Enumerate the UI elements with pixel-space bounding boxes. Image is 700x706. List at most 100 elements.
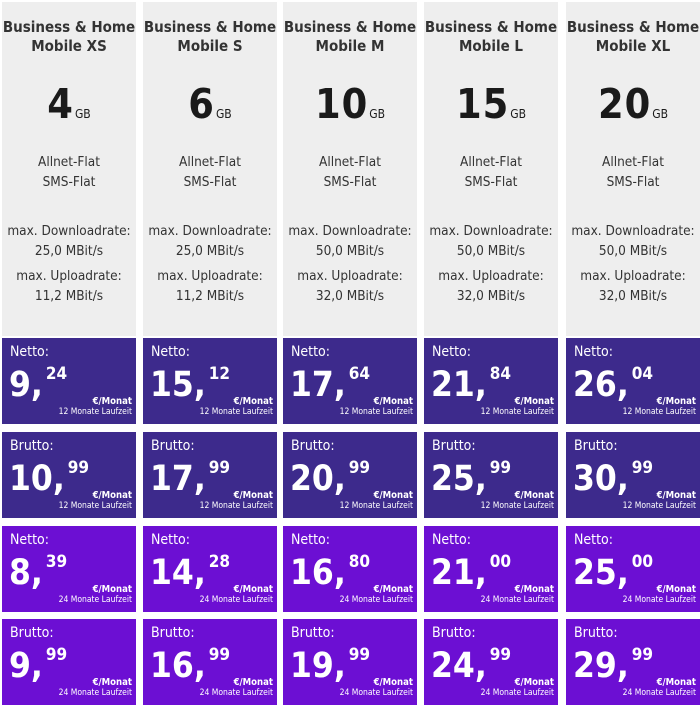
contract-term: 24 Monate Laufzeit (58, 595, 132, 605)
price-cents: 99 (67, 458, 90, 478)
brutto-price-box: Brutto: 10, 99 €/Monat 12 Monate Laufzeit (2, 432, 136, 518)
per-month-label: €/Monat (514, 490, 554, 501)
price-amount: 19, 99 (290, 643, 370, 689)
price-amount: 20, 99 (290, 456, 370, 502)
price-euros: 30, (573, 459, 629, 499)
price-amount: 8, 39 (9, 550, 67, 596)
data-volume: 6GB (143, 79, 277, 129)
feature-allnet-flat: Allnet-Flat (460, 154, 522, 170)
price-cents: 99 (631, 645, 654, 665)
netto-price-box: Netto: 14, 28 €/Monat 24 Monate Laufzeit (143, 526, 277, 612)
contract-term: 12 Monate Laufzeit (480, 407, 554, 417)
price-cents: 64 (348, 364, 371, 384)
per-month-label: €/Monat (373, 584, 413, 595)
price-type-label: Netto: (432, 532, 471, 548)
download-rate: max. Downloadrate: 50,0 MBit/s (424, 222, 558, 261)
price-type-label: Brutto: (574, 625, 618, 641)
price-type-label: Brutto: (10, 438, 54, 454)
price-cents: 28 (208, 552, 231, 572)
tariff-title: Business & Home Mobile S (143, 18, 277, 55)
upload-rate-value: 32,0 MBit/s (598, 287, 668, 304)
data-volume-value: 6 (188, 80, 215, 128)
price-cents: 99 (348, 458, 371, 478)
price-cents: 99 (208, 458, 231, 478)
contract-term: 24 Monate Laufzeit (199, 595, 273, 605)
price-euros: 8, (9, 553, 43, 593)
price-amount: 21, 00 (431, 550, 511, 596)
tariff-title: Business & Home Mobile M (283, 18, 417, 55)
price-cents: 00 (489, 552, 512, 572)
feature-list: Allnet-Flat SMS-Flat (566, 153, 700, 192)
price-cents: 99 (631, 458, 654, 478)
brutto-price-box: Brutto: 25, 99 €/Monat 12 Monate Laufzeit (424, 432, 558, 518)
upload-rate: max. Uploadrate: 32,0 MBit/s (424, 267, 558, 306)
price-amount: 14, 28 (150, 550, 230, 596)
download-rate: max. Downloadrate: 25,0 MBit/s (2, 222, 136, 261)
per-month-label: €/Monat (656, 677, 696, 688)
download-rate-label: max. Downloadrate: (571, 223, 695, 239)
data-volume-unit: GB (74, 107, 91, 121)
upload-rate: max. Uploadrate: 11,2 MBit/s (143, 267, 277, 306)
price-type-label: Netto: (291, 532, 330, 548)
tariff-header: Business & Home Mobile XL 20GB Allnet-Flat… (566, 2, 700, 336)
upload-rate-value: 32,0 MBit/s (456, 287, 526, 304)
price-type-label: Brutto: (151, 625, 195, 641)
per-month-label: €/Monat (514, 584, 554, 595)
per-month-label: €/Monat (233, 490, 273, 501)
price-type-label: Netto: (432, 344, 471, 360)
price-amount: 15, 12 (150, 362, 230, 408)
price-amount: 29, 99 (573, 643, 653, 689)
price-amount: 24, 99 (431, 643, 511, 689)
brutto-price-box: Brutto: 9, 99 €/Monat 24 Monate Laufzeit (2, 619, 136, 705)
data-volume-unit: GB (652, 107, 669, 121)
price-cents: 24 (45, 364, 68, 384)
price-amount: 25, 99 (431, 456, 511, 502)
upload-rate-value: 11,2 MBit/s (175, 287, 245, 304)
price-amount: 21, 84 (431, 362, 511, 408)
price-type-label: Netto: (10, 344, 49, 360)
contract-term: 24 Monate Laufzeit (199, 688, 273, 698)
price-cents: 84 (489, 364, 512, 384)
download-rate-value: 25,0 MBit/s (175, 242, 245, 259)
feature-list: Allnet-Flat SMS-Flat (2, 153, 136, 192)
contract-term: 12 Monate Laufzeit (199, 407, 273, 417)
brutto-price-box: Brutto: 30, 99 €/Monat 12 Monate Laufzeit (566, 432, 700, 518)
price-cents: 00 (631, 552, 654, 572)
per-month-label: €/Monat (92, 396, 132, 407)
brutto-price-box: Brutto: 20, 99 €/Monat 12 Monate Laufzeit (283, 432, 417, 518)
feature-allnet-flat: Allnet-Flat (38, 154, 100, 170)
contract-term: 12 Monate Laufzeit (339, 407, 413, 417)
per-month-label: €/Monat (373, 677, 413, 688)
contract-term: 24 Monate Laufzeit (622, 688, 696, 698)
data-volume-value: 4 (47, 80, 74, 128)
price-amount: 9, 24 (9, 362, 67, 408)
brutto-price-box: Brutto: 24, 99 €/Monat 24 Monate Laufzeit (424, 619, 558, 705)
per-month-label: €/Monat (656, 584, 696, 595)
upload-rate-value: 11,2 MBit/s (34, 287, 104, 304)
price-amount: 10, 99 (9, 456, 89, 502)
contract-term: 12 Monate Laufzeit (58, 407, 132, 417)
download-rate-label: max. Downloadrate: (7, 223, 131, 239)
price-type-label: Netto: (151, 344, 190, 360)
price-amount: 17, 99 (150, 456, 230, 502)
per-month-label: €/Monat (656, 396, 696, 407)
price-cents: 99 (348, 645, 371, 665)
contract-term: 24 Monate Laufzeit (480, 688, 554, 698)
price-euros: 25, (573, 553, 629, 593)
price-type-label: Netto: (574, 532, 613, 548)
download-rate-value: 50,0 MBit/s (456, 242, 526, 259)
price-euros: 17, (150, 459, 206, 499)
price-euros: 20, (290, 459, 346, 499)
tariff-title: Business & Home Mobile L (424, 18, 558, 55)
download-rate: max. Downloadrate: 25,0 MBit/s (143, 222, 277, 261)
data-volume-unit: GB (369, 107, 386, 121)
price-cents: 04 (631, 364, 654, 384)
netto-price-box: Netto: 26, 04 €/Monat 12 Monate Laufzeit (566, 338, 700, 424)
contract-term: 24 Monate Laufzeit (622, 595, 696, 605)
netto-price-box: Netto: 15, 12 €/Monat 12 Monate Laufzeit (143, 338, 277, 424)
netto-price-box: Netto: 9, 24 €/Monat 12 Monate Laufzeit (2, 338, 136, 424)
price-euros: 9, (9, 646, 43, 686)
brutto-price-box: Brutto: 29, 99 €/Monat 24 Monate Laufzeit (566, 619, 700, 705)
price-amount: 26, 04 (573, 362, 653, 408)
per-month-label: €/Monat (92, 677, 132, 688)
